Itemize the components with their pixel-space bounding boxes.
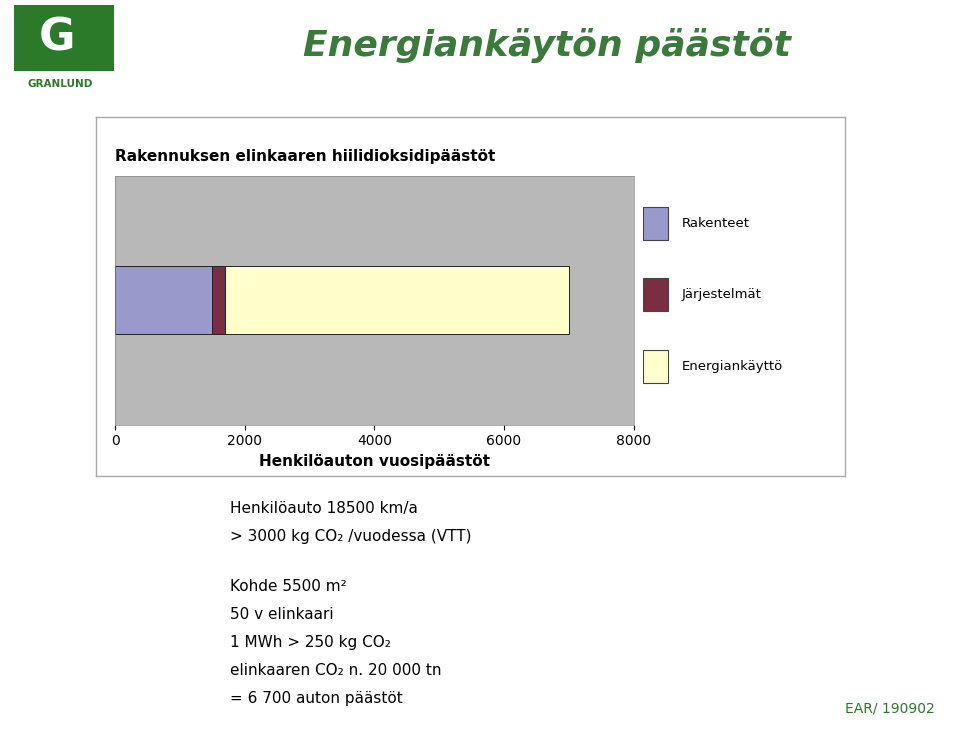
Text: Rakenteet: Rakenteet [682,217,750,230]
Bar [115,266,212,335]
Text: = 6 700 auton päästöt: = 6 700 auton päästöt [230,690,403,706]
Bar [13,5,114,72]
Text: EAR/ 190902: EAR/ 190902 [845,702,934,716]
Text: G: G [38,17,75,59]
Text: Energiankäyttö: Energiankäyttö [682,360,782,373]
Text: Kohde 5500 m²: Kohde 5500 m² [230,579,348,594]
Text: elinkaaren CO₂ n. 20 000 tn: elinkaaren CO₂ n. 20 000 tn [230,662,442,678]
Bar [643,350,668,383]
Text: Henkilöauto 18500 km/a: Henkilöauto 18500 km/a [230,501,419,516]
Text: GRANLUND: GRANLUND [28,79,93,89]
Text: 50 v elinkaari: 50 v elinkaari [230,607,334,622]
Text: Energiankäytön päästöt: Energiankäytön päästöt [303,28,791,63]
X-axis label: Henkilöauton vuosipäästöt: Henkilöauton vuosipäästöt [259,454,490,468]
Bar [212,266,226,335]
Text: 1 MWh > 250 kg CO₂: 1 MWh > 250 kg CO₂ [230,635,392,650]
Text: Rakennuksen elinkaaren hiilidioksidipäästöt: Rakennuksen elinkaaren hiilidioksidipääs… [115,149,496,165]
Bar [226,266,568,335]
Text: Järjestelmät: Järjestelmät [682,288,761,302]
Bar [643,278,668,311]
Bar [643,206,668,239]
Text: > 3000 kg CO₂ /vuodessa (VTT): > 3000 kg CO₂ /vuodessa (VTT) [230,529,472,544]
